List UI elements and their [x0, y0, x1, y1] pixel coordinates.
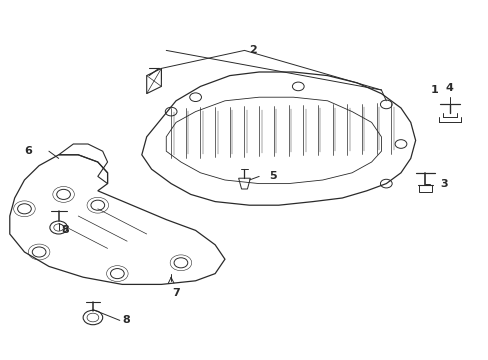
Text: 8: 8: [61, 225, 69, 235]
Text: 3: 3: [439, 179, 447, 189]
Text: 5: 5: [268, 171, 276, 181]
Text: 6: 6: [24, 146, 32, 156]
Text: 2: 2: [249, 45, 257, 55]
Text: 4: 4: [445, 83, 453, 93]
Text: 8: 8: [122, 315, 130, 325]
Bar: [418, 185, 431, 192]
Text: 1: 1: [429, 85, 437, 95]
Text: 7: 7: [172, 288, 180, 298]
